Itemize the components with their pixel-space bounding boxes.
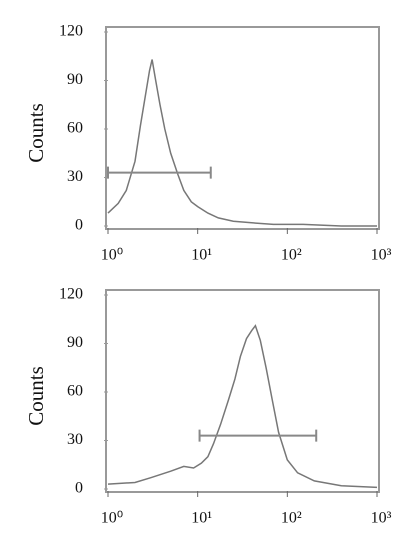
y-axis-label: Counts [24,103,48,163]
gate [198,429,318,442]
y-tick-label: 120 [59,23,83,40]
gate [107,166,212,179]
x-tick-label: 10¹ [191,510,212,527]
y-tick-label: 60 [67,120,83,137]
y-tick-label: 30 [67,168,83,185]
x-tick-label: 10² [281,247,302,264]
y-tick-label: 0 [75,217,83,234]
y-tick-label: 90 [67,334,83,351]
x-tick-label: 10³ [371,510,392,527]
histogram-line [107,59,377,227]
x-tick-label: 10¹ [191,247,212,264]
y-tick-label: 120 [59,286,83,303]
y-tick-label: 0 [75,480,83,497]
y-axis-label: Counts [24,366,48,426]
x-tick-label: 10³ [371,247,392,264]
y-tick-label: 30 [67,431,83,448]
plot-frame [105,26,380,230]
x-tick-label: 10⁰ [101,510,123,527]
x-tick-label: 10² [281,510,302,527]
x-tick-label: 10⁰ [101,247,123,264]
y-tick-label: 60 [67,383,83,400]
plot-frame [105,289,380,493]
y-tick-label: 90 [67,71,83,88]
histogram-line [107,324,378,489]
